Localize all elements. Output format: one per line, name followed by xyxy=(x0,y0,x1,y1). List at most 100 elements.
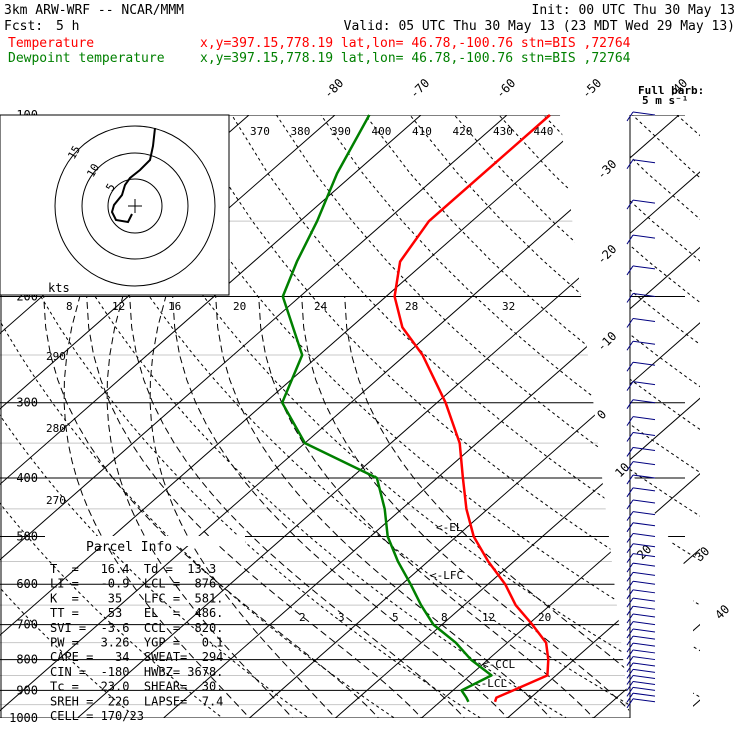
wind-barb-staff xyxy=(632,461,656,466)
wind-barb-staff xyxy=(632,416,656,421)
init-time: Init: 00 UTC Thu 30 May 13 xyxy=(532,3,736,18)
mixing-ratio-label-5: 20 xyxy=(538,611,551,624)
parcel-info-row: Tc = 23.0 SHEAR= 30. xyxy=(50,680,223,694)
wind-barb-flag xyxy=(626,265,634,276)
isotherm--10 xyxy=(248,322,700,718)
wind-barb-staff xyxy=(632,692,656,697)
wind-barb-flag xyxy=(626,589,634,600)
legend-dewpoint-label: Dewpoint temperature xyxy=(8,51,165,66)
wind-barb-staff xyxy=(632,589,656,594)
theta-label-7: 440 xyxy=(534,125,554,138)
wind-barb-staff xyxy=(632,487,656,492)
pressure-label-300: 300 xyxy=(16,396,38,410)
wind-barb-flag xyxy=(626,499,634,510)
wind-barb-staff xyxy=(632,571,656,576)
parcel-info-row: LI = -0.9 LCL = 876. xyxy=(50,577,223,591)
wind-barb-flag xyxy=(626,642,634,653)
wind-barb-flag xyxy=(626,649,634,660)
wind-barb-flag xyxy=(626,543,634,554)
wind-barb-staff xyxy=(632,605,656,610)
isotherm--60 xyxy=(0,115,508,561)
wind-barb-flag xyxy=(626,675,634,685)
wind-barb-flag xyxy=(626,692,634,703)
mixing-ratio-label-1: 3 xyxy=(338,611,345,624)
mixing-ratio-label-4: 12 xyxy=(482,611,495,624)
hodo-ring-label-10: 10 xyxy=(84,162,102,180)
parcel-info-row: SREH = 226 LAPSE= 7.4 xyxy=(50,694,223,708)
wind-barb-flag xyxy=(626,553,634,563)
wind-barb-flag xyxy=(626,613,634,624)
parcel-info-backdrop xyxy=(45,536,245,546)
wind-barb-staff xyxy=(632,511,656,516)
dry-adiabat-320 xyxy=(97,115,700,698)
parcel-info-row: CIN = -180 HWBZ= 3678. xyxy=(50,665,223,679)
wind-barb-staff xyxy=(632,613,656,618)
wind-barb-flag xyxy=(626,416,634,426)
wind-barb-flag xyxy=(626,656,634,666)
mixing-ratio-label-3: 8 xyxy=(441,611,448,624)
hodograph-trace xyxy=(110,127,156,224)
parcel-info-rows: T = 16.4 Td = 13.3LI = -0.9 LCL = 876.K … xyxy=(50,562,223,723)
model-title: 3km ARW-WRF -- NCAR/MMM xyxy=(4,3,184,18)
isotherm-label-top-3: -50 xyxy=(579,76,604,101)
isotherm-10 xyxy=(420,473,700,718)
theta-label-left-2: 270 xyxy=(46,494,66,507)
isotherm-label-right-6: 30 xyxy=(692,544,712,564)
hodo-ring-label-15: 15 xyxy=(65,144,83,162)
theta-label-left-0: 290 xyxy=(46,350,66,363)
legend-temperature-location: x,y=397.15,778.19 lat,lon= 46.78,-100.76… xyxy=(200,36,631,51)
wind-barb-flag xyxy=(626,432,634,442)
wind-barb-flag xyxy=(626,533,634,543)
wind-barb-staff xyxy=(632,553,656,558)
wind-barb-staff xyxy=(632,199,656,204)
wind-barb-flag xyxy=(626,597,634,608)
wind-barb-staff xyxy=(632,675,656,679)
theta-label-4: 410 xyxy=(412,125,432,138)
speed-label-3: 20 xyxy=(233,300,246,313)
background-grid xyxy=(0,115,700,718)
parcel-info-row: PW = 3.26 YGP = 0.1 xyxy=(50,636,223,650)
parcel-info-panel: Parcel Info T = 16.4 Td = 13.3LI = -0.9 … xyxy=(45,536,245,723)
wind-barb-staff xyxy=(632,399,656,404)
speed-label-5: 28 xyxy=(405,300,418,313)
wind-barb-staff xyxy=(632,642,656,647)
wind-barb-flag xyxy=(626,669,634,679)
parcel-info-title: Parcel Info xyxy=(86,540,172,555)
wind-barb-staff xyxy=(632,111,656,116)
wind-barb-flag xyxy=(626,361,634,372)
dry-adiabat-290 xyxy=(0,213,482,718)
wind-barb-flag xyxy=(626,159,634,170)
wind-barb-flag xyxy=(626,621,634,631)
wind-barb-flag xyxy=(626,662,634,673)
parcel-level-1: <-LFC xyxy=(430,569,463,582)
legend-temperature-label: Temperature xyxy=(8,36,94,51)
wind-barb-staff xyxy=(632,265,656,270)
wind-barb-flag xyxy=(626,562,634,573)
speed-label-2: 16 xyxy=(168,300,181,313)
wind-barb-staff xyxy=(632,698,656,703)
pressure-label-900: 900 xyxy=(16,683,38,697)
wind-barb-staff xyxy=(632,474,656,479)
wind-barb-staff xyxy=(632,662,656,667)
parcel-info-row: T = 16.4 Td = 13.3 xyxy=(50,562,216,576)
dry-adiabat-270 xyxy=(0,414,310,718)
valid-time: Valid: 05 UTC Thu 30 May 13 (23 MDT Wed … xyxy=(344,19,735,34)
isotherm-30 xyxy=(592,623,700,718)
series-temperature-line xyxy=(393,114,551,703)
wind-barb-staff xyxy=(632,381,656,386)
isotherm-label-top-2: -60 xyxy=(493,76,518,101)
wind-barb-flag xyxy=(626,635,634,646)
speed-label-6: 32 xyxy=(502,300,515,313)
pressure-label-1000: 1000 xyxy=(9,711,38,725)
wind-barb-flag xyxy=(626,522,634,533)
fcst-value: 5 h xyxy=(56,19,79,34)
wind-barb-flag xyxy=(626,487,634,498)
isotherm--50 xyxy=(0,115,594,636)
profiles xyxy=(280,114,551,703)
wind-barb-flag xyxy=(626,681,634,691)
wind-barb-flag xyxy=(626,381,634,391)
speed-label-1: 12 xyxy=(112,300,125,313)
wind-barb-staff xyxy=(632,522,656,527)
barb-column-background xyxy=(560,115,693,718)
